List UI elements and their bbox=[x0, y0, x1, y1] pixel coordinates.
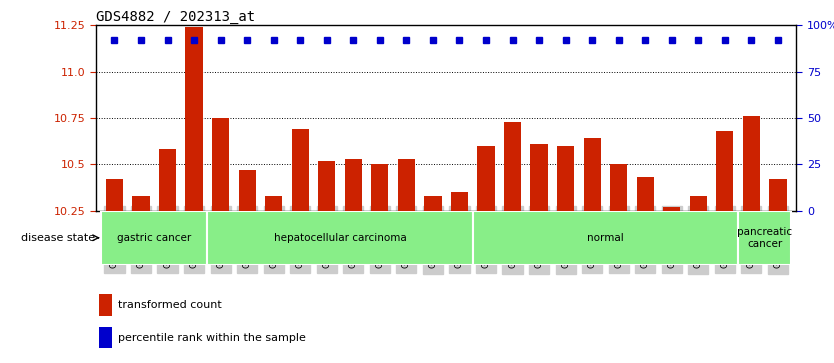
Bar bbox=[292, 129, 309, 211]
Bar bbox=[557, 146, 575, 211]
Text: normal: normal bbox=[587, 233, 624, 243]
Text: pancreatic
cancer: pancreatic cancer bbox=[737, 227, 792, 249]
Text: GDS4882 / 202313_at: GDS4882 / 202313_at bbox=[96, 11, 255, 24]
Bar bbox=[530, 144, 548, 211]
Bar bbox=[584, 138, 600, 211]
Text: hepatocellular carcinoma: hepatocellular carcinoma bbox=[274, 233, 406, 243]
Bar bbox=[99, 294, 112, 316]
Bar bbox=[504, 122, 521, 211]
Bar bbox=[636, 177, 654, 211]
Bar bbox=[743, 116, 760, 211]
Bar bbox=[208, 211, 473, 265]
Bar bbox=[265, 196, 283, 211]
Text: transformed count: transformed count bbox=[118, 300, 222, 310]
Text: percentile rank within the sample: percentile rank within the sample bbox=[118, 333, 306, 343]
Bar bbox=[344, 159, 362, 211]
Bar bbox=[185, 27, 203, 211]
Bar bbox=[159, 150, 176, 211]
Bar bbox=[239, 170, 256, 211]
Bar bbox=[318, 160, 335, 211]
Bar bbox=[398, 159, 415, 211]
Bar bbox=[663, 207, 681, 211]
Bar bbox=[106, 179, 123, 211]
Bar bbox=[451, 192, 468, 211]
Bar bbox=[473, 211, 738, 265]
Bar bbox=[716, 131, 733, 211]
Bar bbox=[610, 164, 627, 211]
Bar bbox=[371, 164, 389, 211]
Bar bbox=[212, 118, 229, 211]
Bar bbox=[99, 327, 112, 348]
Bar bbox=[133, 196, 149, 211]
Bar bbox=[425, 196, 441, 211]
Bar bbox=[477, 146, 495, 211]
Text: gastric cancer: gastric cancer bbox=[117, 233, 192, 243]
Bar bbox=[769, 179, 786, 211]
Bar bbox=[690, 196, 707, 211]
Text: disease state: disease state bbox=[21, 233, 95, 243]
Bar bbox=[738, 211, 791, 265]
Bar bbox=[101, 211, 208, 265]
